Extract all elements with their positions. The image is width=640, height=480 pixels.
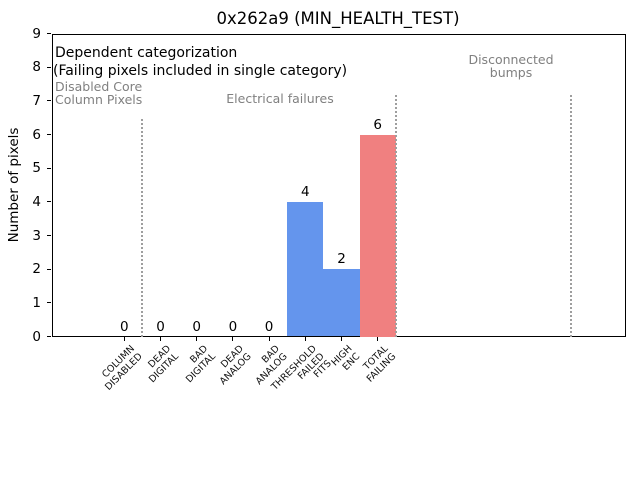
bar-value-label: 0 bbox=[156, 318, 165, 335]
y-tick-label: 1 bbox=[32, 294, 41, 311]
y-tick-label: 2 bbox=[32, 261, 41, 278]
bar-value-label: 0 bbox=[264, 318, 274, 335]
bar bbox=[323, 269, 360, 337]
section-divider-line bbox=[394, 95, 397, 337]
annotation-section-disconnected-bumps: Disconnected bumps bbox=[468, 52, 554, 80]
y-tick-mark bbox=[47, 201, 51, 203]
y-tick-label: 3 bbox=[32, 227, 41, 244]
y-tick-label: 8 bbox=[32, 59, 41, 76]
x-tick-mark bbox=[340, 337, 343, 341]
x-tick-mark bbox=[268, 337, 270, 341]
bar-value-label: 2 bbox=[337, 251, 346, 268]
x-tick-mark bbox=[159, 337, 162, 341]
x-tick-label: COLUMN DISABLED bbox=[100, 343, 145, 393]
bar-value-label: 0 bbox=[120, 318, 129, 335]
y-tick-mark bbox=[47, 167, 51, 169]
x-tick-mark bbox=[377, 337, 379, 341]
annotation-dependent-categorization: Dependent categorization bbox=[55, 45, 238, 61]
bar bbox=[287, 201, 324, 337]
y-tick-label: 0 bbox=[32, 328, 41, 345]
y-tick-label: 9 bbox=[32, 25, 41, 42]
y-tick-mark bbox=[47, 234, 51, 237]
bar-value-label: 0 bbox=[192, 318, 201, 335]
x-tick-label: DEAD DIGITAL bbox=[146, 343, 181, 385]
x-tick-mark bbox=[304, 337, 306, 341]
y-tick-label: 6 bbox=[32, 126, 41, 143]
x-tick-mark bbox=[232, 337, 234, 341]
x-tick-label: HIGH ENC bbox=[329, 343, 362, 373]
y-tick-label: 7 bbox=[32, 92, 41, 109]
x-tick-label: DEAD ANALOG bbox=[217, 343, 254, 387]
y-tick-mark bbox=[47, 133, 51, 136]
annotation-section-disabled-core-column-pixels: Disabled Core Column Pixels bbox=[55, 79, 143, 107]
annotation-failing-note: (Failing pixels included in single categ… bbox=[53, 62, 348, 79]
chart-title: 0x262a9 (MIN_HEALTH_TEST) bbox=[216, 9, 460, 28]
x-tick-label: BAD DIGITAL bbox=[183, 343, 218, 385]
x-tick-mark bbox=[196, 337, 198, 341]
bar bbox=[359, 134, 396, 337]
y-tick-mark bbox=[47, 66, 51, 68]
y-tick-mark bbox=[47, 100, 51, 102]
section-divider-line bbox=[141, 119, 144, 337]
section-divider-line bbox=[569, 95, 572, 337]
annotation-section-electrical-failures: Electrical failures bbox=[226, 91, 334, 106]
y-tick-mark bbox=[47, 32, 51, 35]
x-tick-label: TOTAL FAILING bbox=[361, 343, 399, 385]
y-tick-label: 4 bbox=[32, 193, 41, 210]
y-axis-label: Number of pixels bbox=[6, 127, 22, 243]
y-tick-label: 5 bbox=[32, 160, 41, 177]
x-tick-mark bbox=[123, 337, 125, 341]
y-tick-mark bbox=[47, 335, 51, 338]
y-tick-mark bbox=[47, 268, 51, 270]
bar-value-label: 0 bbox=[228, 318, 238, 335]
bar-value-label: 6 bbox=[373, 116, 382, 133]
y-tick-mark bbox=[47, 302, 51, 304]
bar-value-label: 4 bbox=[301, 183, 310, 200]
